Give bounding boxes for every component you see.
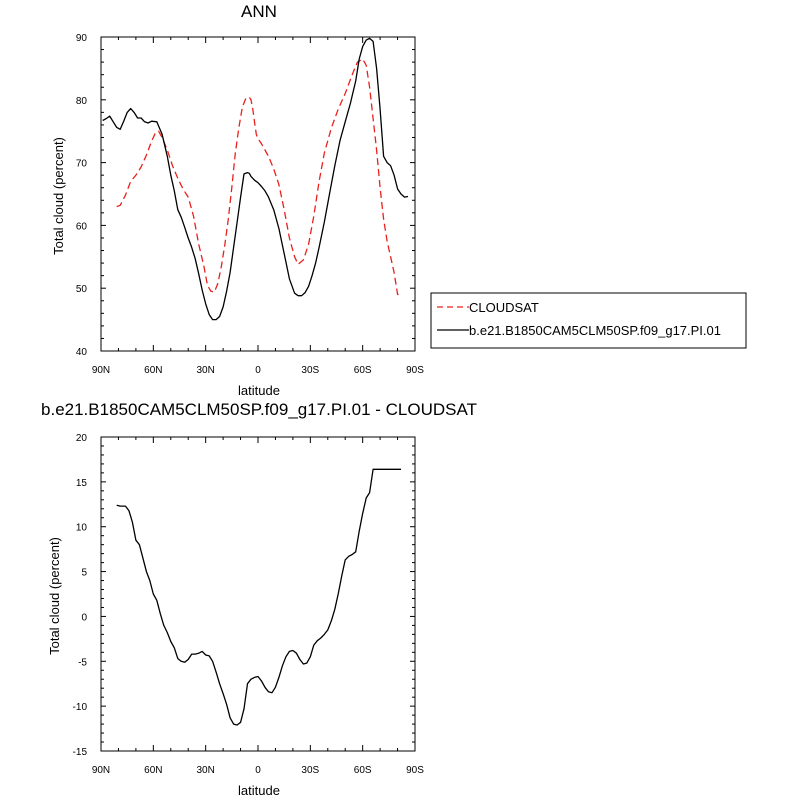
bottom-y-tick-label: 0 bbox=[81, 612, 87, 623]
top-y-tick-label: 90 bbox=[76, 33, 88, 44]
top-series-line-1 bbox=[102, 37, 409, 321]
top-chart-title: ANN bbox=[241, 2, 277, 21]
legend-label-cloudsat: CLOUDSAT bbox=[469, 300, 539, 315]
top-plot-frame bbox=[100, 36, 416, 352]
bottom-x-tick-label: 30N bbox=[196, 765, 214, 776]
top-legend: CLOUDSAT b.e21.B1850CAM5CLM50SP.f09_g17.… bbox=[430, 292, 747, 349]
top-y-tick-label: 60 bbox=[76, 221, 88, 232]
bottom-chart-title: b.e21.B1850CAM5CLM50SP.f09_g17.PI.01 - C… bbox=[41, 400, 477, 419]
top-x-tick-label: 60S bbox=[354, 365, 372, 376]
top-x-axis-label: latitude bbox=[238, 383, 280, 398]
top-x-tick-label: 30N bbox=[196, 365, 214, 376]
bottom-panel: b.e21.B1850CAM5CLM50SP.f09_g17.PI.01 - C… bbox=[41, 400, 477, 798]
bottom-y-tick-label: -5 bbox=[78, 657, 87, 668]
top-y-tick-label: 70 bbox=[76, 159, 88, 170]
top-y-tick-label: 80 bbox=[76, 96, 88, 107]
bottom-x-tick-label: 90S bbox=[406, 765, 424, 776]
top-panel: ANN 40 50 60 70 80 90 90N 60N 30N 0 30S 60S 90S lati… bbox=[51, 2, 747, 398]
bottom-y-tick-label: 10 bbox=[76, 523, 88, 534]
top-x-tick-label: 30S bbox=[301, 365, 319, 376]
top-x-tick-label: 90N bbox=[92, 365, 110, 376]
bottom-series-line-0 bbox=[116, 468, 401, 726]
bottom-y-axis-label: Total cloud (percent) bbox=[47, 537, 62, 655]
bottom-y-tick-label: 5 bbox=[81, 568, 87, 579]
top-x-tick-label: 60N bbox=[144, 365, 162, 376]
top-x-tick-label: 90S bbox=[406, 365, 424, 376]
bottom-y-tick-label: -10 bbox=[73, 702, 88, 713]
top-y-axis-label: Total cloud (percent) bbox=[51, 137, 66, 255]
legend-box bbox=[430, 292, 747, 349]
bottom-y-tick-label: 20 bbox=[76, 433, 88, 444]
bottom-x-tick-label: 0 bbox=[255, 765, 261, 776]
bottom-y-tick-label: -15 bbox=[73, 747, 88, 758]
top-series-line-0 bbox=[116, 58, 401, 296]
legend-label-model: b.e21.B1850CAM5CLM50SP.f09_g17.PI.01 bbox=[469, 323, 721, 338]
bottom-y-tick-label: 15 bbox=[76, 478, 88, 489]
bottom-x-tick-label: 60S bbox=[354, 765, 372, 776]
top-y-tick-label: 40 bbox=[76, 347, 88, 358]
bottom-x-tick-label: 60N bbox=[144, 765, 162, 776]
bottom-x-tick-label: 90N bbox=[92, 765, 110, 776]
bottom-x-tick-label: 30S bbox=[301, 765, 319, 776]
top-y-tick-label: 50 bbox=[76, 284, 88, 295]
bottom-x-axis-label: latitude bbox=[238, 783, 280, 798]
top-x-tick-label: 0 bbox=[255, 365, 261, 376]
bottom-plot-frame bbox=[100, 436, 416, 752]
